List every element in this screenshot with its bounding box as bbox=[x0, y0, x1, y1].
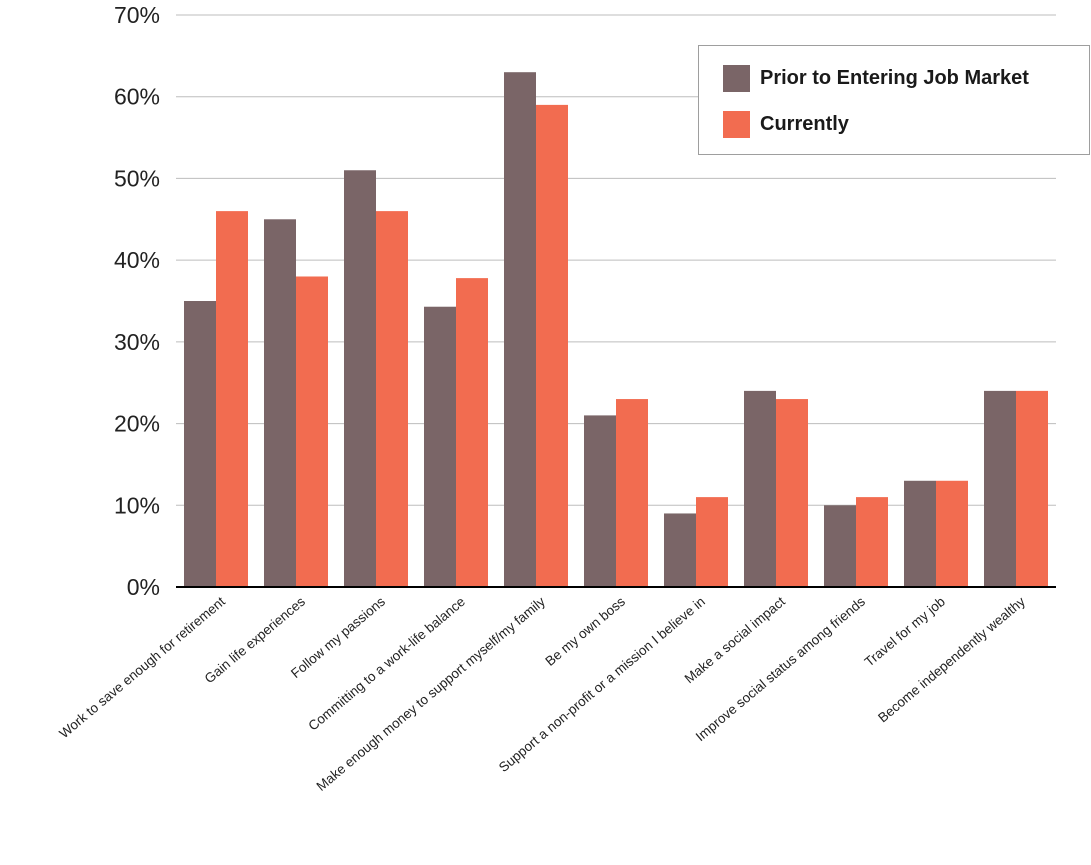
bar-prior bbox=[664, 513, 696, 587]
legend-label-prior: Prior to Entering Job Market bbox=[760, 67, 1029, 89]
legend-label-currently: Currently bbox=[760, 113, 849, 135]
y-tick-label: 0% bbox=[127, 574, 160, 600]
bar-currently bbox=[296, 276, 328, 587]
legend-item-currently: Currently bbox=[723, 111, 849, 138]
x-tick-label: Become independently wealthy bbox=[875, 594, 1028, 726]
y-axis-tick-labels: 0% 10% 20% 30% 40% 50% 60% 70% bbox=[114, 2, 160, 600]
bar-currently bbox=[216, 211, 248, 587]
bar-prior bbox=[824, 505, 856, 587]
bar-currently bbox=[696, 497, 728, 587]
bar-prior bbox=[984, 390, 1016, 587]
bar-currently bbox=[776, 399, 808, 587]
bar-currently bbox=[376, 211, 408, 587]
bar-prior bbox=[584, 415, 616, 587]
x-tick-label: Be my own boss bbox=[542, 594, 628, 669]
legend-swatch-prior bbox=[723, 65, 750, 92]
bar-currently bbox=[1016, 390, 1048, 587]
legend-item-prior: Prior to Entering Job Market bbox=[723, 65, 1029, 92]
y-tick-label: 10% bbox=[114, 492, 160, 518]
y-tick-label: 50% bbox=[114, 165, 160, 191]
y-tick-label: 70% bbox=[114, 2, 160, 28]
x-tick-label: Committing to a work-life balance bbox=[305, 594, 468, 734]
bar-currently bbox=[616, 399, 648, 587]
bar-prior bbox=[264, 219, 296, 588]
bar-currently bbox=[456, 278, 488, 587]
legend-swatch-currently bbox=[723, 111, 750, 138]
y-tick-label: 30% bbox=[114, 329, 160, 355]
bar-prior bbox=[344, 170, 376, 587]
y-tick-label: 40% bbox=[114, 247, 160, 273]
bar-currently bbox=[536, 104, 568, 587]
y-tick-label: 60% bbox=[114, 84, 160, 110]
bar-currently bbox=[856, 497, 888, 587]
bar-prior bbox=[184, 301, 216, 587]
bar-prior bbox=[504, 72, 536, 587]
y-tick-label: 20% bbox=[114, 411, 160, 437]
bar-prior bbox=[904, 480, 936, 587]
bar-currently bbox=[936, 480, 968, 587]
x-tick-label: Travel for my job bbox=[862, 594, 948, 670]
x-tick-label: Improve social status among friends bbox=[693, 594, 868, 745]
bars bbox=[184, 72, 1048, 588]
bar-prior bbox=[424, 306, 456, 587]
legend: Prior to Entering Job Market Currently bbox=[698, 45, 1090, 155]
bar-prior bbox=[744, 390, 776, 587]
x-tick-label: Work to save enough for retirement bbox=[56, 594, 228, 742]
